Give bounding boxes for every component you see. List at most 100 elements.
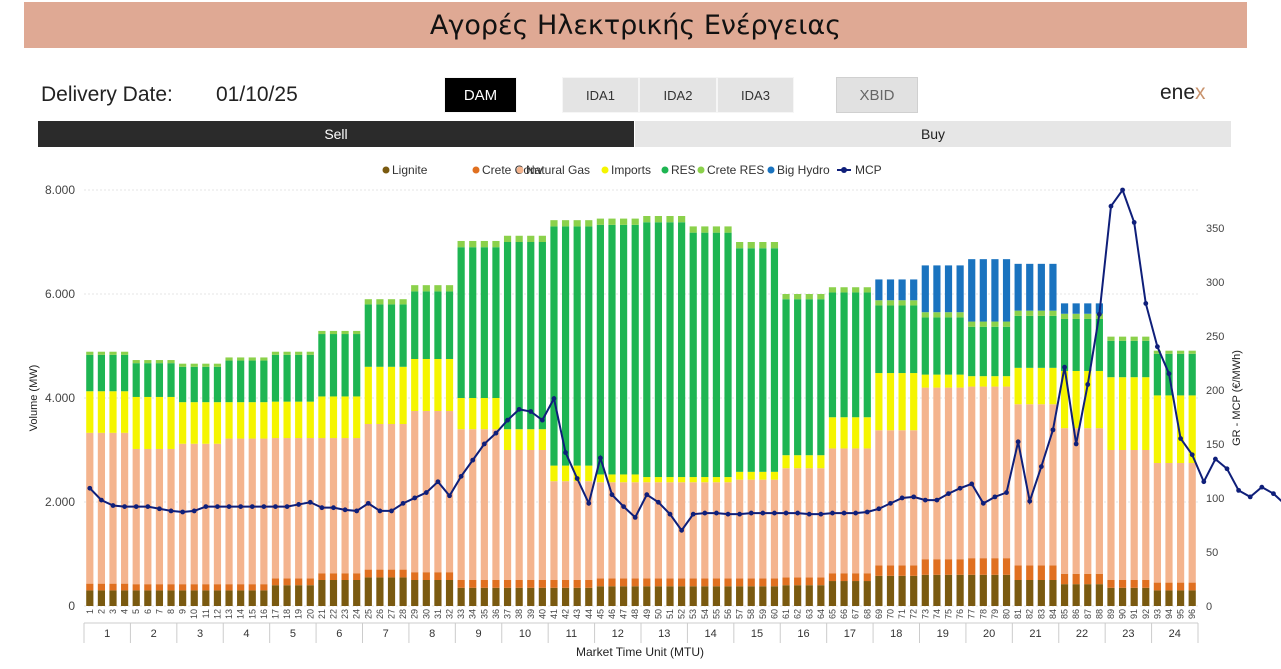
bar-segment-natural_gas [202,443,210,585]
mcp-point [1271,491,1276,497]
bar-segment-crete_conv [237,584,245,591]
bar-segment-big_hydro [910,279,918,301]
bar-segment-crete_conv [179,584,187,591]
bar-segment-crete_conv [608,578,616,587]
mcp-point [203,504,209,509]
y-tick-label: 8.000 [45,183,75,197]
bar-segment-natural_gas [1188,463,1196,583]
bar-segment-res [469,247,477,398]
mtu-tick-label: 54 [700,609,710,619]
ida2-button[interactable]: IDA2 [639,77,717,113]
bar-segment-imports [329,396,338,439]
bar-segment-imports [353,396,361,439]
bar-segment-res [538,242,546,430]
bar-segment-res [271,354,280,402]
bar-segment-imports [921,374,929,388]
bar-segment-natural_gas [585,481,593,580]
bar-segment-lignite [457,587,465,606]
bar-segment-natural_gas [1142,450,1150,580]
bar-segment-res [515,242,523,430]
bar-segment-imports [179,402,187,444]
mtu-tick-label: 38 [514,609,524,619]
mcp-point [725,511,731,517]
legend-label: Big Hydro [777,163,830,177]
mcp-point [1120,187,1125,193]
bar-segment-res [411,291,419,359]
bar-segment-imports [817,455,825,469]
bar-segment-natural_gas [759,479,767,579]
ida3-button[interactable]: IDA3 [717,77,794,113]
mcp-point [888,500,893,506]
legend-marker [516,166,524,174]
bar-segment-lignite [1014,580,1022,606]
bar-segment-res [237,360,245,403]
bar-segment-res [399,304,407,367]
bar-segment-crete_conv [492,580,500,588]
bar-segment-natural_gas [225,438,233,585]
bar-segment-crete_res [794,294,802,300]
mtu-tick-label: 31 [433,609,443,619]
bar-segment-res [295,354,303,402]
bar-segment-crete_conv [643,578,651,587]
mtu-tick-label: 74 [932,609,942,619]
bar-segment-imports [596,474,604,483]
bar-segment-natural_gas [1026,404,1034,566]
bar-segment-big_hydro [1084,303,1092,314]
tab-buy[interactable]: Buy [635,121,1231,147]
bar-segment-crete_res [387,299,396,305]
bar-segment-crete_res [1037,310,1045,316]
bar-segment-lignite [573,587,581,606]
hour-tick-label: 13 [658,628,670,640]
bar-segment-imports [295,401,303,439]
delivery-date-value[interactable]: 01/10/25 [216,83,298,106]
mtu-tick-label: 82 [1025,609,1035,619]
mcp-point [864,509,870,515]
mcp-point [574,476,580,481]
bar-segment-crete_conv [1060,573,1069,585]
mcp-point [389,508,394,514]
mcp-point [818,511,824,517]
xbid-button[interactable]: XBID [836,77,918,113]
bar-segment-natural_gas [1072,428,1080,574]
mtu-tick-label: 65 [827,609,837,619]
bar-segment-imports [898,373,906,431]
bar-segment-crete_conv [132,584,140,591]
tab-sell[interactable]: Sell [38,121,634,147]
bar-segment-lignite [724,586,732,606]
bar-segment-big_hydro [956,265,964,313]
mcp-point [876,506,882,512]
bar-segment-crete_res [1107,336,1115,341]
bar-segment-crete_res [561,220,570,227]
mcp-point [423,490,429,495]
bar-segment-lignite [991,574,999,606]
bar-segment-crete_res [121,351,129,355]
mcp-point [505,417,510,423]
bar-segment-imports [933,374,941,388]
mcp-point [1236,487,1242,493]
bar-segment-crete_conv [445,572,454,580]
bar-segment-crete_conv [480,580,488,588]
bar-segment-lignite [364,577,372,606]
ida1-button[interactable]: IDA1 [562,77,639,113]
dam-button[interactable]: DAM [444,77,517,113]
bar-segment-natural_gas [596,482,604,579]
mtu-tick-label: 59 [758,609,768,619]
bar-segment-lignite [921,574,929,606]
bar-segment-crete_conv [97,583,106,591]
mtu-tick-label: 58 [746,609,756,619]
bar-segment-crete_conv [167,584,175,591]
bar-segment-crete_conv [956,559,964,575]
bar-segment-natural_gas [109,432,117,584]
mcp-point [273,504,278,509]
bar-segment-big_hydro [944,265,953,313]
bar-segment-natural_gas [364,424,372,570]
bar-segment-crete_res [469,240,477,248]
bar-segment-res [283,354,291,402]
bar-segment-natural_gas [295,438,303,579]
mtu-tick-label: 51 [665,609,675,619]
bar-segment-res [86,354,94,392]
hour-tick-label: 3 [197,628,203,640]
bar-segment-lignite [190,590,198,606]
mtu-tick-label: 92 [1141,609,1151,619]
bar-segment-crete_conv [318,573,326,580]
